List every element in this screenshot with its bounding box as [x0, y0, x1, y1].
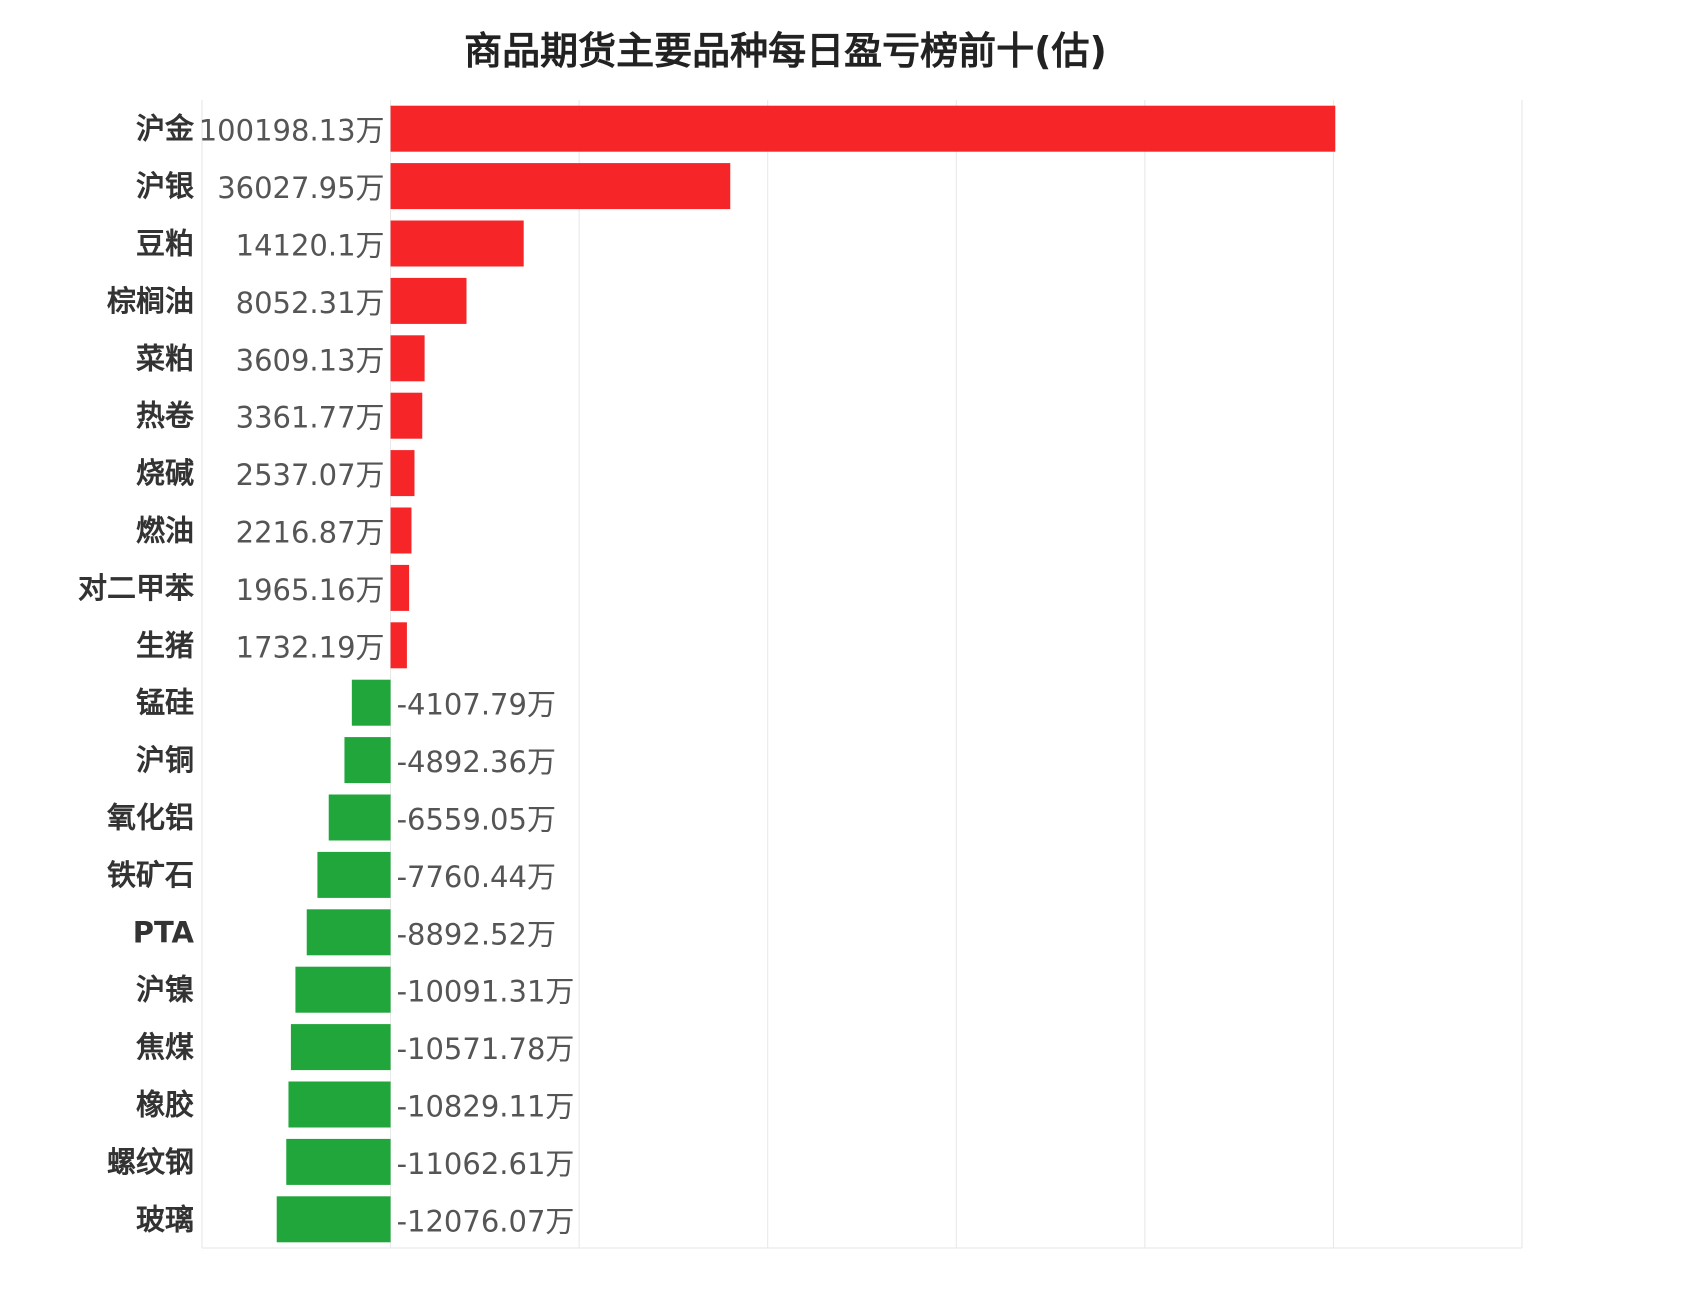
- bar: [390, 507, 412, 554]
- bar: [317, 851, 391, 898]
- bar: [344, 737, 391, 784]
- bar: [276, 1196, 391, 1243]
- category-label: 螺纹钢: [107, 1145, 194, 1179]
- value-label: -4892.36万: [397, 745, 556, 779]
- category-label: 豆粕: [136, 227, 194, 261]
- value-label: 2216.87万: [236, 516, 385, 550]
- value-label: 1965.16万: [236, 573, 385, 607]
- bar: [390, 564, 410, 611]
- category-label: 锰硅: [136, 686, 194, 720]
- category-label: 对二甲苯: [78, 571, 194, 605]
- bars: [276, 105, 1336, 1243]
- value-label: -11062.61万: [397, 1147, 575, 1181]
- category-label: PTA: [133, 915, 195, 949]
- value-label: 3361.77万: [236, 401, 385, 435]
- bar: [390, 392, 423, 439]
- category-label: 热卷: [136, 399, 195, 433]
- category-label: 沪银: [136, 169, 194, 203]
- category-label: 生猪: [136, 628, 194, 662]
- category-label: 铁矿石: [107, 858, 194, 892]
- chart-title: 商品期货主要品种每日盈亏榜前十(估): [464, 29, 1107, 73]
- value-label: -6559.05万: [397, 803, 556, 837]
- value-label: -10829.11万: [397, 1090, 575, 1124]
- value-label: -7760.44万: [397, 860, 556, 894]
- value-label: 36027.95万: [217, 171, 384, 205]
- category-label: 燃油: [136, 514, 194, 548]
- bar: [390, 163, 731, 210]
- value-label: -4107.79万: [397, 688, 556, 722]
- value-label: 1732.19万: [236, 630, 385, 664]
- bar: [286, 1138, 391, 1185]
- bar: [390, 450, 415, 497]
- category-label: 橡胶: [136, 1088, 194, 1122]
- value-label: 2537.07万: [236, 458, 385, 492]
- bar: [328, 794, 391, 841]
- category-label: 棕榈油: [107, 284, 194, 318]
- value-label: 100198.13万: [199, 114, 385, 148]
- bar: [390, 105, 1336, 152]
- value-label: -8892.52万: [397, 917, 556, 951]
- bar: [306, 909, 391, 956]
- category-label: 沪铜: [136, 743, 194, 777]
- category-label: 氧化铝: [106, 801, 194, 835]
- bar: [288, 1081, 391, 1128]
- value-label: -10091.31万: [397, 975, 575, 1009]
- bar: [295, 966, 391, 1013]
- category-label: 菜粕: [136, 341, 194, 375]
- bar: [390, 622, 407, 669]
- gridlines: [201, 100, 1523, 1249]
- bar: [390, 335, 425, 382]
- bar: [390, 220, 524, 267]
- value-label: 8052.31万: [236, 286, 385, 320]
- value-label: 3609.13万: [236, 343, 385, 377]
- value-label: -12076.07万: [397, 1204, 575, 1238]
- value-label: 14120.1万: [236, 229, 385, 263]
- bar: [351, 679, 391, 726]
- category-label: 沪金: [136, 112, 195, 146]
- category-label: 焦煤: [136, 1030, 194, 1064]
- bar: [390, 277, 467, 324]
- value-label: -10571.78万: [397, 1032, 575, 1066]
- category-label: 玻璃: [136, 1202, 194, 1236]
- category-label: 沪镍: [136, 973, 194, 1007]
- bar: [290, 1024, 391, 1071]
- category-label: 烧碱: [136, 456, 194, 490]
